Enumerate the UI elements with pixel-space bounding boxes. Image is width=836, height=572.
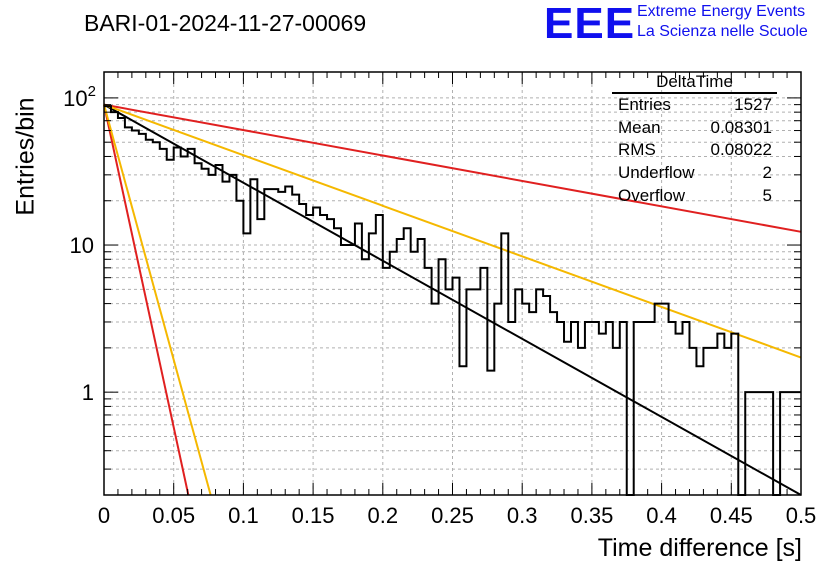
stats-key: Entries: [618, 95, 671, 114]
x-tick-label: 0.3: [507, 503, 538, 528]
x-tick-label: 0.15: [292, 503, 335, 528]
y-axis-label-wrap: Entries/bin: [4, 97, 44, 215]
x-tick-label: 0.1: [228, 503, 259, 528]
y-axis-label: Entries/bin: [11, 97, 40, 216]
eee-logo: EEE: [544, 0, 636, 48]
stats-value: 0.08301: [710, 118, 772, 137]
stats-key: Underflow: [618, 163, 695, 182]
x-tick-label: 0.5: [786, 503, 817, 528]
stats-title: DeltaTime: [612, 72, 777, 94]
histogram-bars: [104, 105, 801, 496]
stats-box: DeltaTime Entries 1527 Mean 0.08301 RMS …: [612, 72, 777, 212]
y-tick-label: 102: [63, 83, 96, 111]
fit-line: [103, 103, 802, 233]
y-tick-label: 10: [70, 233, 94, 258]
logo-subtitle-2: La Scienza nelle Scuole: [637, 23, 808, 40]
stats-key: Mean: [618, 118, 661, 137]
x-tick-label: 0.4: [646, 503, 677, 528]
stats-value: 1527: [734, 95, 772, 114]
fit-line: [103, 103, 802, 359]
logo-subtitle-1: Extreme Energy Events: [637, 3, 806, 20]
fit-line: [103, 104, 190, 496]
x-axis-label: Time difference [s]: [597, 534, 802, 562]
x-tick-label: 0.45: [710, 503, 753, 528]
x-tick-label: 0.2: [368, 503, 399, 528]
stats-value: 5: [762, 186, 772, 205]
stats-value: 0.08022: [710, 140, 772, 159]
x-tick-label: 0.05: [152, 503, 195, 528]
y-tick-label: 1: [82, 380, 94, 405]
fit-line: [103, 103, 802, 496]
stats-value: 2: [762, 163, 772, 182]
stats-key: Overflow: [618, 186, 686, 205]
fit-line: [103, 104, 212, 496]
x-tick-label: 0.35: [570, 503, 613, 528]
run-title: BARI-01-2024-11-27-00069: [84, 10, 367, 36]
x-tick-label: 0: [98, 503, 110, 528]
x-tick-label: 0.25: [431, 503, 474, 528]
stats-key: RMS: [618, 140, 656, 159]
